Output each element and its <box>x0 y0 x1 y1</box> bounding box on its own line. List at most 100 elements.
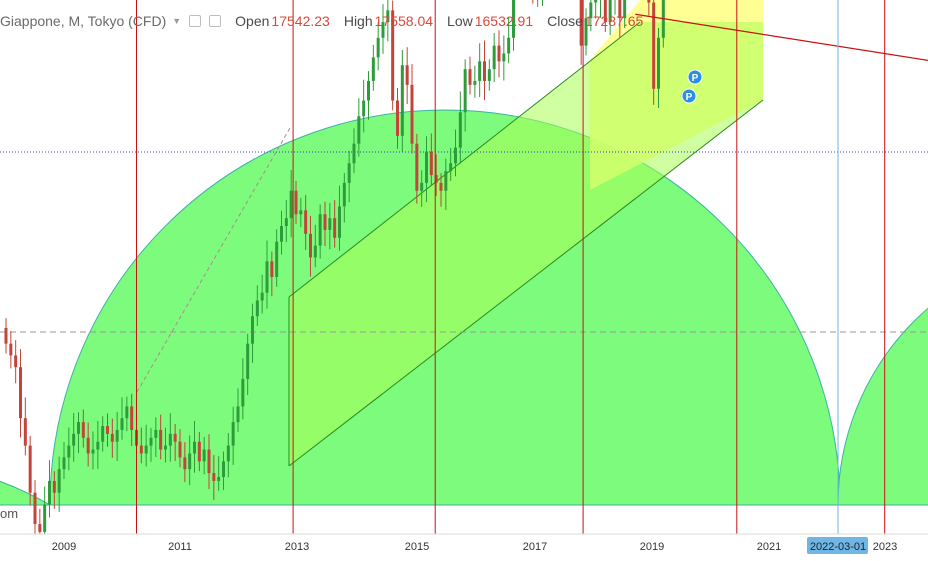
high-value: 17558.04 <box>374 13 434 29</box>
candles-group <box>4 0 665 552</box>
candle-body <box>265 261 269 293</box>
candle-body <box>183 457 187 470</box>
candle-body <box>19 367 22 419</box>
candle-body <box>86 437 90 454</box>
candle-body <box>231 422 235 446</box>
candle-body <box>72 433 76 446</box>
candle-body <box>255 300 259 317</box>
candle-body <box>9 343 13 356</box>
x-tick-label: 2013 <box>285 541 309 553</box>
candle-body <box>226 445 230 462</box>
candle-body <box>463 69 467 113</box>
candle-body <box>618 0 622 19</box>
projection-dashed-line <box>136 127 291 393</box>
candle-body <box>251 316 254 344</box>
candle-body <box>299 210 303 215</box>
candle-body <box>260 292 264 301</box>
candle-body <box>304 210 308 234</box>
candle-body <box>487 69 491 81</box>
candle-body <box>623 0 627 19</box>
candle-body <box>608 0 612 23</box>
candle-body <box>502 53 506 62</box>
pivot-marker <box>681 88 697 104</box>
candle-body <box>512 0 515 38</box>
today-label-bg <box>807 537 868 554</box>
candle-body <box>603 0 607 23</box>
candle-body <box>168 433 172 446</box>
candle-body <box>381 22 385 38</box>
candle-body <box>323 214 327 230</box>
candle-body <box>96 441 100 450</box>
candle-body <box>173 433 177 442</box>
candle-body <box>410 84 414 144</box>
candle-body <box>23 418 27 446</box>
x-tick-label: 2015 <box>405 541 429 553</box>
candle-body <box>579 0 583 46</box>
low-label: Low <box>447 13 473 29</box>
candle-body <box>357 116 361 144</box>
candle-body <box>280 226 283 242</box>
candle-body <box>130 406 134 430</box>
pivot-marker-label: P <box>692 73 699 84</box>
candle-body <box>188 453 192 470</box>
candle-body <box>652 2 656 89</box>
candle-body <box>391 10 395 101</box>
candle-body <box>43 504 47 532</box>
candle-body <box>125 406 129 419</box>
candle-body <box>342 182 346 207</box>
candle-body <box>202 449 206 462</box>
open-label: Open <box>235 13 270 29</box>
x-tick-label: 2019 <box>640 541 664 553</box>
left-edge-text: om <box>0 506 18 521</box>
chevron-down-icon[interactable]: ▼ <box>172 16 182 26</box>
cycle-arc-right <box>837 307 928 506</box>
candle-body <box>222 461 225 478</box>
candle-body <box>193 441 196 454</box>
candle-body <box>313 245 317 258</box>
candle-body <box>67 445 71 458</box>
candle-body <box>400 65 404 136</box>
candle-body <box>154 429 158 438</box>
candle-body <box>48 480 51 505</box>
candle-body <box>589 2 593 19</box>
x-tick-label: 2009 <box>52 541 76 553</box>
candle-body <box>197 441 201 462</box>
ohlc-legend: Giappone, M, Tokyo (CFD) ▼ Open 17542.23… <box>0 13 643 29</box>
candle-body <box>91 449 95 454</box>
candle-body <box>352 143 356 164</box>
pivot-marker-label: P <box>686 92 693 103</box>
candle-body <box>376 37 380 58</box>
candle-body <box>81 422 85 438</box>
candle-body <box>14 355 18 368</box>
time-axis-bg <box>0 534 928 556</box>
candle-body <box>115 429 119 442</box>
candle-body <box>415 143 419 191</box>
close-value: 17287.65 <box>584 13 644 29</box>
candle-body <box>246 343 250 379</box>
channel-upper-line <box>288 21 641 298</box>
candle-body <box>120 418 124 430</box>
candle-body <box>207 449 211 474</box>
candle-body <box>270 261 274 278</box>
candle-body <box>473 80 477 85</box>
candle-body <box>444 171 448 191</box>
candle-body <box>367 80 370 101</box>
candle-body <box>149 437 153 446</box>
candle-body <box>57 469 61 493</box>
candle-body <box>454 147 457 164</box>
settings-box-icon[interactable] <box>189 15 202 27</box>
hide-box-icon[interactable] <box>209 15 222 27</box>
candle-body <box>347 163 351 183</box>
candle-body <box>584 18 588 46</box>
regression-channel <box>289 22 763 466</box>
candle-body <box>28 445 32 493</box>
candle-body <box>144 445 148 454</box>
candle-body <box>139 445 143 454</box>
candle-body <box>164 445 167 450</box>
x-tick-label: 2021 <box>757 541 781 553</box>
candle-body <box>647 0 651 3</box>
channel-lower-line <box>288 99 764 467</box>
symbol-title[interactable]: Giappone, M, Tokyo (CFD) <box>0 13 167 29</box>
